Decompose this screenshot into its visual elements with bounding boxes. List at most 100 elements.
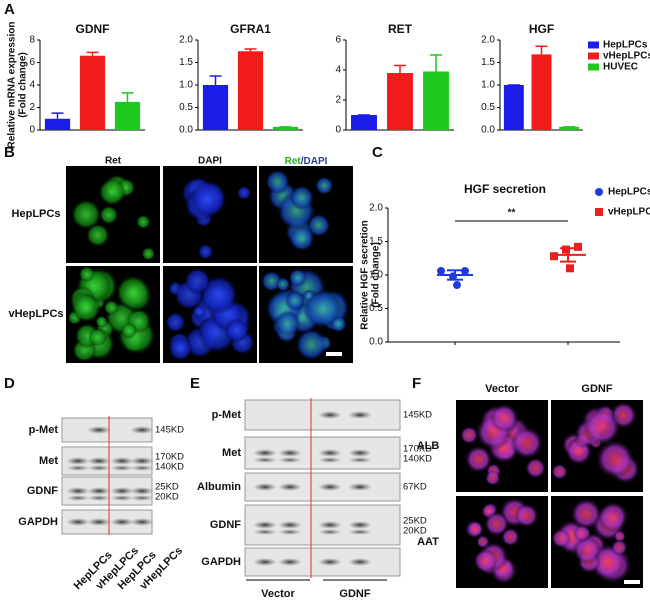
group-label: GDNF bbox=[339, 588, 370, 600]
y-tick-label: 2.0 bbox=[481, 35, 495, 46]
y-tick-label: 2.0 bbox=[369, 203, 383, 214]
blot-band bbox=[110, 465, 134, 471]
column-header: Ret/DAPI bbox=[285, 156, 328, 167]
size-label: 145KD bbox=[155, 425, 184, 436]
blot-band bbox=[318, 521, 342, 529]
size-label: 25KD bbox=[155, 482, 179, 493]
legend-label: vHepLPCs bbox=[603, 51, 650, 62]
blot-band bbox=[66, 495, 90, 501]
size-label: 20KD bbox=[403, 526, 427, 537]
cell-cluster bbox=[141, 247, 156, 261]
blot-band bbox=[130, 426, 154, 434]
y-tick-label: 1.0 bbox=[481, 80, 495, 91]
cell-cluster bbox=[483, 510, 510, 537]
column-header: GDNF bbox=[581, 383, 612, 395]
point bbox=[574, 242, 582, 251]
blot-band bbox=[318, 457, 342, 463]
header-part: Ret bbox=[285, 156, 302, 167]
cell-cluster bbox=[472, 548, 498, 574]
blot-band bbox=[87, 518, 111, 526]
blot-band bbox=[253, 558, 277, 566]
cell-cluster bbox=[70, 199, 102, 230]
cell-cluster bbox=[78, 266, 95, 282]
blot-band bbox=[66, 487, 90, 495]
micrograph-cells bbox=[180, 176, 252, 260]
cell-cluster bbox=[295, 328, 328, 361]
panel-label: D bbox=[4, 375, 15, 392]
size-label: 25KD bbox=[403, 516, 427, 527]
cell-cluster bbox=[189, 180, 227, 217]
point bbox=[453, 281, 461, 290]
group-label: Vector bbox=[261, 588, 295, 600]
legend-label: HUVEC bbox=[603, 62, 638, 73]
blot-band bbox=[66, 457, 90, 465]
legend-swatch bbox=[588, 63, 599, 71]
panel-label: A bbox=[4, 1, 15, 18]
bar bbox=[79, 55, 106, 130]
bar bbox=[44, 118, 71, 130]
cell-cluster bbox=[265, 169, 290, 195]
cell-cluster bbox=[597, 501, 629, 533]
legend-label: vHepLPCs bbox=[608, 207, 650, 218]
blot-label: p-Met bbox=[29, 424, 59, 436]
bar bbox=[272, 126, 299, 130]
point bbox=[566, 264, 574, 273]
bar bbox=[503, 85, 524, 130]
blot-label: p-Met bbox=[212, 409, 242, 421]
size-label: 140KD bbox=[155, 462, 184, 473]
cell-cluster bbox=[99, 205, 119, 225]
y-tick-label: 0.0 bbox=[179, 125, 193, 136]
cell-cluster bbox=[510, 426, 544, 460]
blot-label: GAPDH bbox=[18, 516, 58, 528]
chart-title: RET bbox=[388, 22, 413, 36]
blot-band bbox=[278, 521, 302, 529]
blot-label: GDNF bbox=[210, 519, 241, 531]
y-tick-label: 0.0 bbox=[481, 125, 495, 136]
blot-band bbox=[130, 465, 154, 471]
panel-label: B bbox=[4, 144, 15, 161]
chart-title: GDNF bbox=[76, 22, 110, 36]
cell-cluster bbox=[184, 267, 211, 295]
panel-label: F bbox=[412, 375, 421, 392]
size-label: 170KD bbox=[403, 444, 432, 455]
y-tick-label: 1.5 bbox=[369, 236, 383, 247]
cell-cluster bbox=[120, 322, 138, 339]
micrograph-cells bbox=[70, 174, 156, 261]
blot-band bbox=[130, 457, 154, 465]
blot-band bbox=[110, 495, 134, 501]
y-tick-label: 4 bbox=[29, 80, 35, 91]
cell-cluster bbox=[275, 277, 291, 292]
blot-band bbox=[110, 518, 134, 526]
y-axis-label: Relative HGF secretion bbox=[360, 220, 371, 329]
cell-cluster bbox=[288, 268, 307, 287]
bar bbox=[559, 126, 580, 130]
cell-cluster bbox=[224, 318, 249, 343]
chart-title: HGF bbox=[529, 22, 554, 36]
column-header: Vector bbox=[485, 383, 519, 395]
blot-band bbox=[278, 483, 302, 491]
legend-marker bbox=[595, 188, 603, 196]
size-label: 140KD bbox=[403, 454, 432, 465]
y-tick-label: 0.0 bbox=[369, 337, 383, 348]
cell-cluster bbox=[459, 425, 479, 445]
cell-cluster bbox=[489, 403, 520, 433]
cell-cluster bbox=[595, 439, 636, 480]
row-label: vHepLPCs bbox=[8, 308, 63, 320]
cell-cluster bbox=[484, 470, 501, 487]
bar bbox=[423, 71, 449, 130]
cell-cluster bbox=[514, 503, 539, 529]
cell-cluster bbox=[274, 310, 301, 337]
blot-band bbox=[66, 518, 90, 526]
cell-cluster bbox=[613, 530, 626, 543]
blot-band bbox=[87, 495, 111, 501]
blot-band bbox=[253, 529, 277, 535]
size-label: 170KD bbox=[155, 452, 184, 463]
column-header: Ret bbox=[105, 156, 122, 167]
blot-label: Met bbox=[39, 455, 58, 467]
cell-cluster bbox=[115, 274, 151, 311]
micrograph-cells bbox=[551, 401, 641, 485]
blot-label: Met bbox=[222, 447, 241, 459]
micrograph-cells bbox=[165, 267, 255, 362]
y-axis-label: (Fold change) bbox=[371, 242, 382, 308]
